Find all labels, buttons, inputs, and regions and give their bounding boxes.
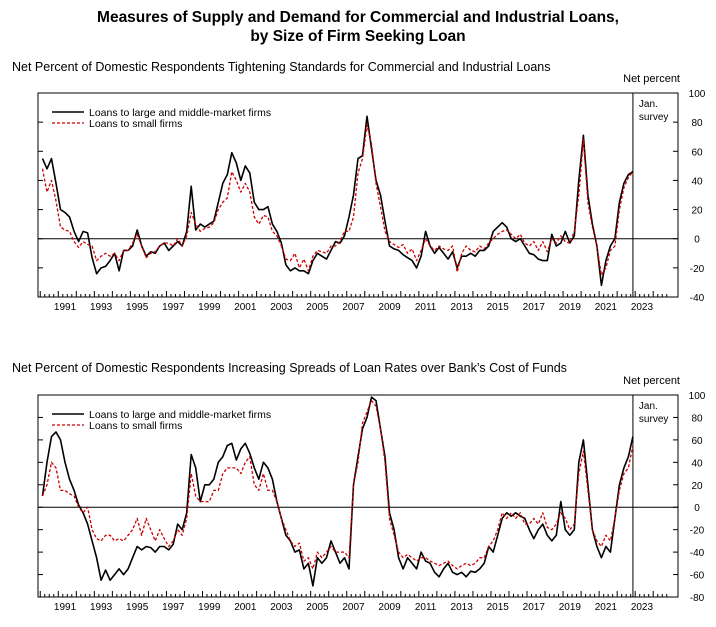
y-tick-label: 100	[689, 391, 706, 402]
series-line-small-firms	[41, 124, 634, 276]
y-tick-label: 40	[691, 458, 703, 469]
y-tick-label: 40	[691, 176, 703, 187]
y-tick-label: -20	[690, 264, 705, 275]
y-tick-label: -40	[690, 293, 705, 304]
x-tick-label: 2021	[595, 602, 618, 613]
x-tick-label: 2007	[342, 602, 365, 613]
x-tick-label: 2023	[631, 302, 654, 313]
y-tick-label: 60	[691, 436, 703, 447]
x-tick-label: 1997	[162, 602, 185, 613]
x-tick-label: 2001	[234, 602, 257, 613]
y-tick-label: -20	[690, 526, 705, 537]
survey-annotation-line2: survey	[639, 112, 668, 123]
x-tick-label: 1999	[198, 302, 221, 313]
y-tick-label: 20	[691, 206, 703, 217]
x-tick-label: 2011	[415, 602, 437, 613]
x-tick-label: 2001	[234, 302, 257, 313]
x-tick-label: 2013	[451, 602, 474, 613]
x-tick-label: 2019	[559, 602, 582, 613]
x-tick-label: 2015	[487, 602, 510, 613]
chart-title: Net Percent of Domestic Respondents Tigh…	[12, 60, 550, 74]
x-tick-label: 1991	[54, 602, 77, 613]
y-tick-label: 80	[691, 118, 703, 129]
x-tick-label: 2021	[595, 302, 618, 313]
x-tick-label: 2009	[378, 302, 401, 313]
chart-panel-2: Net Percent of Domestic Respondents Incr…	[12, 361, 706, 613]
x-tick-label: 1991	[54, 302, 77, 313]
survey-annotation-line1: Jan.	[639, 401, 658, 412]
series-line-small-firms	[41, 399, 634, 570]
x-tick-label: 2019	[559, 302, 582, 313]
x-tick-label: 2017	[523, 602, 546, 613]
y-tick-label: 100	[689, 89, 706, 100]
plot-frame	[37, 92, 679, 298]
series-line-large-middle-market	[41, 396, 634, 587]
y-axis-label: Net percent	[623, 375, 680, 387]
figure-title: Measures of Supply and Demand for Commer…	[0, 8, 716, 46]
x-tick-label: 2015	[487, 302, 510, 313]
chart-panel-1: Net Percent of Domestic Respondents Tigh…	[12, 60, 706, 313]
y-tick-label: -60	[690, 571, 705, 582]
x-tick-label: 2003	[270, 302, 293, 313]
x-tick-label: 2023	[631, 602, 654, 613]
x-tick-label: 1995	[126, 602, 149, 613]
legend-label-large-middle-market: Loans to large and middle-market firms	[89, 409, 271, 421]
x-tick-label: 1999	[198, 602, 221, 613]
plot-frame	[37, 394, 679, 598]
y-tick-label: 80	[691, 413, 703, 424]
y-tick-label: -80	[690, 593, 705, 604]
series-line-large-middle-market	[41, 115, 634, 287]
y-tick-label: -40	[690, 548, 705, 559]
x-tick-label: 1997	[162, 302, 185, 313]
x-tick-label: 1993	[90, 602, 113, 613]
figure-title-line1: Measures of Supply and Demand for Commer…	[97, 9, 619, 26]
x-tick-label: 2003	[270, 602, 293, 613]
survey-annotation-line2: survey	[639, 414, 668, 425]
x-tick-label: 1993	[90, 302, 113, 313]
x-tick-label: 2005	[306, 302, 329, 313]
legend-label-small-firms: Loans to small firms	[89, 118, 182, 130]
legend-label-large-middle-market: Loans to large and middle-market firms	[89, 107, 271, 119]
y-tick-label: 60	[691, 147, 703, 158]
x-tick-label: 2009	[378, 602, 401, 613]
figure-title-line2: by Size of Firm Seeking Loan	[250, 28, 466, 45]
y-tick-label: 0	[694, 503, 700, 514]
x-tick-label: 2011	[415, 302, 437, 313]
x-tick-label: 1995	[126, 302, 149, 313]
x-tick-label: 2013	[451, 302, 474, 313]
survey-annotation-line1: Jan.	[639, 99, 658, 110]
y-axis-label: Net percent	[623, 73, 680, 85]
legend-label-small-firms: Loans to small firms	[89, 420, 182, 432]
x-tick-label: 2007	[342, 302, 365, 313]
y-tick-label: 0	[694, 235, 700, 246]
x-tick-label: 2005	[306, 602, 329, 613]
chart-title: Net Percent of Domestic Respondents Incr…	[12, 361, 567, 375]
y-tick-label: 20	[691, 481, 703, 492]
x-tick-label: 2017	[523, 302, 546, 313]
